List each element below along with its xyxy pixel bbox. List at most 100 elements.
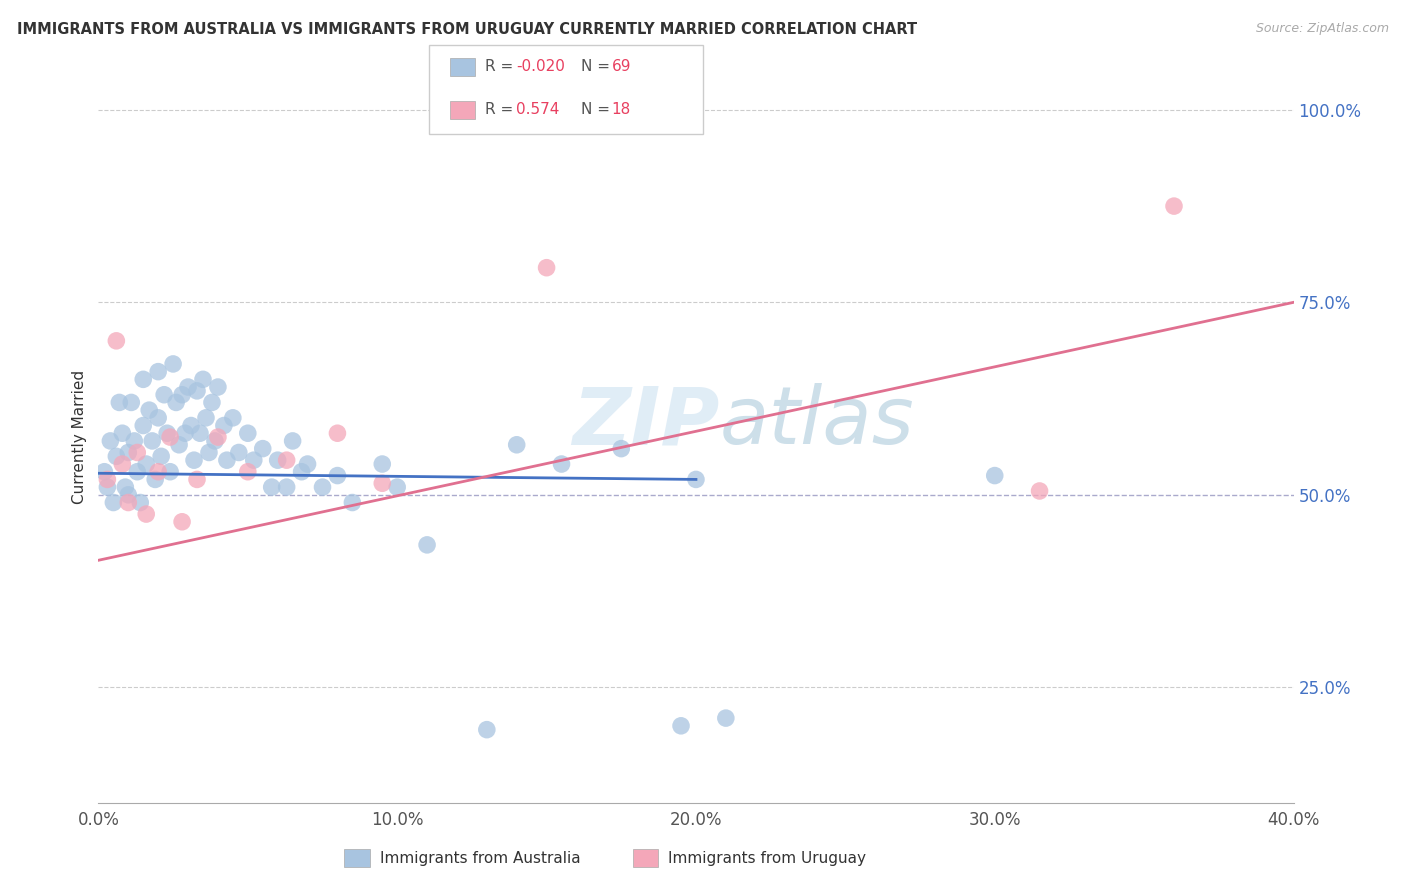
- Text: N =: N =: [581, 103, 614, 117]
- Point: [297, 457, 319, 471]
- Point: [153, 388, 176, 402]
- Point: [117, 495, 139, 509]
- Point: [105, 450, 128, 464]
- Point: [198, 445, 221, 459]
- Text: 0.574: 0.574: [516, 103, 560, 117]
- Point: [167, 438, 190, 452]
- Point: [204, 434, 226, 448]
- Point: [132, 372, 155, 386]
- Point: [236, 465, 259, 479]
- Point: [669, 719, 692, 733]
- Point: [150, 450, 173, 464]
- Text: 69: 69: [612, 60, 631, 74]
- Point: [108, 395, 131, 409]
- Point: [536, 260, 558, 275]
- Point: [135, 507, 157, 521]
- Point: [326, 426, 349, 441]
- Point: [124, 434, 146, 448]
- Point: [260, 480, 283, 494]
- Point: [148, 365, 170, 379]
- Point: [326, 468, 349, 483]
- Point: [222, 410, 245, 425]
- Point: [120, 395, 142, 409]
- Point: [172, 515, 194, 529]
- Point: [276, 453, 298, 467]
- Point: [111, 426, 134, 441]
- Point: [685, 472, 707, 486]
- Point: [138, 403, 160, 417]
- Point: [143, 472, 166, 486]
- Point: [243, 453, 266, 467]
- Point: [212, 418, 235, 433]
- Point: [385, 480, 409, 494]
- Text: Source: ZipAtlas.com: Source: ZipAtlas.com: [1256, 22, 1389, 36]
- Text: ZIP: ZIP: [572, 384, 720, 461]
- Point: [172, 388, 194, 402]
- Point: [162, 357, 184, 371]
- Point: [117, 445, 139, 459]
- Point: [201, 395, 224, 409]
- Point: [156, 426, 179, 441]
- Point: [96, 480, 118, 494]
- Point: [267, 453, 290, 467]
- Point: [984, 468, 1007, 483]
- Point: [186, 472, 208, 486]
- Point: [177, 380, 200, 394]
- Text: R =: R =: [485, 60, 519, 74]
- Point: [191, 372, 214, 386]
- Point: [342, 495, 364, 509]
- Point: [228, 445, 250, 459]
- Y-axis label: Currently Married: Currently Married: [72, 370, 87, 504]
- Text: atlas: atlas: [720, 384, 915, 461]
- Point: [371, 457, 394, 471]
- Point: [416, 538, 439, 552]
- Point: [475, 723, 498, 737]
- Text: 18: 18: [612, 103, 631, 117]
- Point: [159, 465, 181, 479]
- Point: [127, 445, 149, 459]
- Point: [276, 480, 298, 494]
- Text: N =: N =: [581, 60, 614, 74]
- Point: [550, 457, 572, 471]
- Point: [174, 426, 197, 441]
- Point: [165, 395, 187, 409]
- Point: [111, 457, 134, 471]
- Point: [1163, 199, 1185, 213]
- Point: [141, 434, 163, 448]
- Point: [195, 410, 218, 425]
- Point: [1028, 483, 1050, 498]
- Point: [610, 442, 633, 456]
- Point: [129, 495, 152, 509]
- Point: [148, 465, 170, 479]
- Text: R =: R =: [485, 103, 519, 117]
- Point: [506, 438, 529, 452]
- Point: [371, 476, 394, 491]
- Text: IMMIGRANTS FROM AUSTRALIA VS IMMIGRANTS FROM URUGUAY CURRENTLY MARRIED CORRELATI: IMMIGRANTS FROM AUSTRALIA VS IMMIGRANTS …: [17, 22, 917, 37]
- Point: [148, 410, 170, 425]
- Text: -0.020: -0.020: [516, 60, 565, 74]
- Point: [93, 465, 115, 479]
- Point: [105, 334, 128, 348]
- Text: Immigrants from Australia: Immigrants from Australia: [380, 851, 581, 865]
- Point: [117, 488, 139, 502]
- Point: [207, 430, 229, 444]
- Point: [215, 453, 238, 467]
- Point: [207, 380, 229, 394]
- Point: [311, 480, 333, 494]
- Point: [132, 418, 155, 433]
- Point: [98, 434, 122, 448]
- Point: [180, 418, 202, 433]
- Point: [714, 711, 737, 725]
- Point: [186, 384, 208, 398]
- Point: [236, 426, 259, 441]
- Point: [135, 457, 157, 471]
- Text: Immigrants from Uruguay: Immigrants from Uruguay: [668, 851, 866, 865]
- Point: [252, 442, 274, 456]
- Point: [96, 472, 118, 486]
- Point: [183, 453, 205, 467]
- Point: [291, 465, 314, 479]
- Point: [114, 480, 136, 494]
- Point: [159, 430, 181, 444]
- Point: [103, 495, 125, 509]
- Point: [281, 434, 304, 448]
